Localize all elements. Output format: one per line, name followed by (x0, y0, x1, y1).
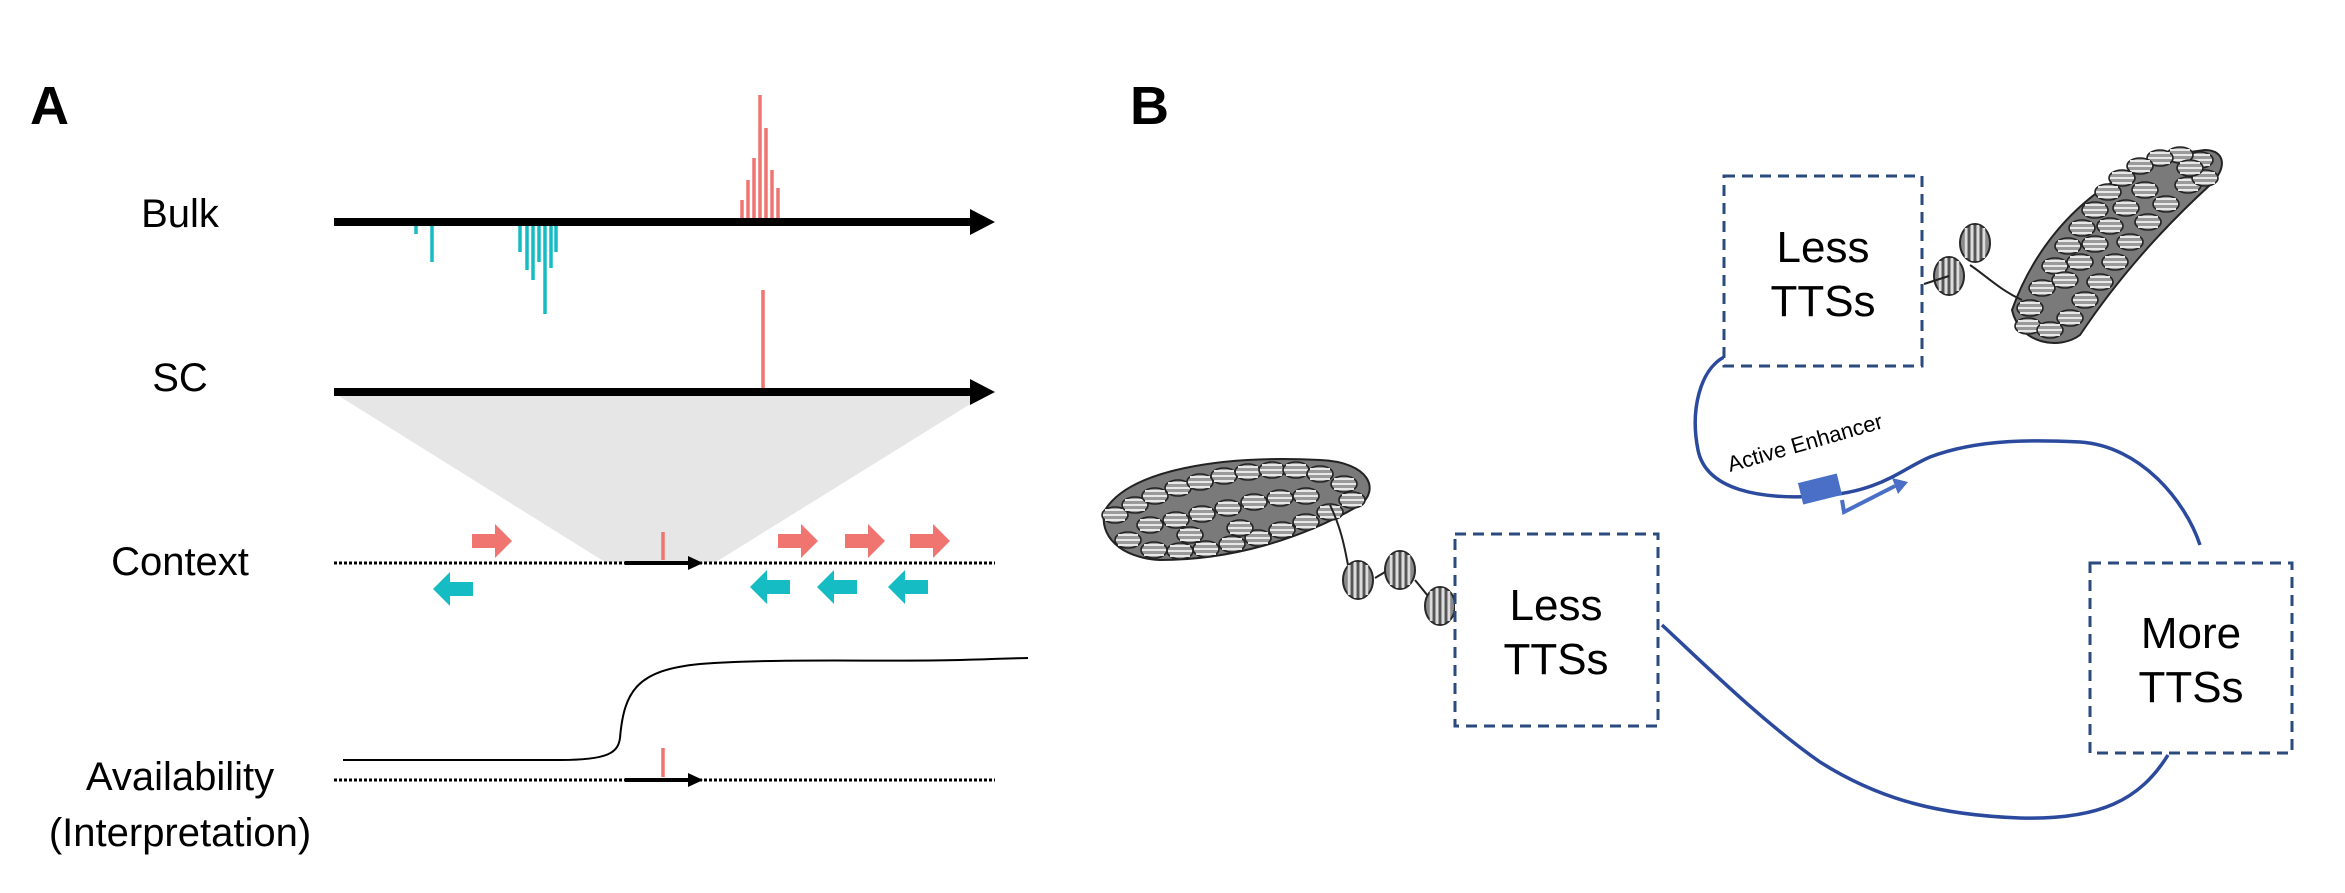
tts-box-top: Less TTSs (1722, 174, 1924, 368)
availability-track (334, 773, 995, 787)
bulk-minus-peaks (414, 226, 558, 314)
chromatin-cluster-top (1923, 146, 2223, 344)
sc-track (334, 379, 995, 405)
tts-box-right-line2: TTSs (2138, 663, 2243, 712)
active-enhancer (1797, 473, 1908, 516)
enhancer-label: Active Enhancer (1724, 409, 1885, 477)
context-track (334, 556, 995, 570)
tts-box-mid-line2: TTSs (1503, 635, 1608, 684)
panel-a-letter: A (30, 76, 69, 136)
row-label-availability: Availability (86, 755, 274, 799)
chromatin-fiber-lower (1660, 623, 2170, 820)
chromatin-cluster-left (1101, 458, 1462, 627)
context-minus-arrows (433, 570, 928, 606)
context-plus-arrows (472, 524, 950, 558)
plus-arrow (845, 524, 885, 558)
tts-box-top-line1: Less (1777, 223, 1870, 272)
plus-arrow (910, 524, 950, 558)
zoom-cone (334, 393, 988, 562)
chromatin-fiber (1693, 355, 2202, 546)
plus-arrow (472, 524, 512, 558)
minus-arrow (433, 572, 473, 606)
bulk-plus-peaks (740, 95, 780, 218)
minus-arrow (817, 570, 857, 604)
tts-box-right-line1: More (2141, 609, 2241, 658)
panel-b-letter: B (1130, 76, 1169, 136)
row-label-interpretation: (Interpretation) (49, 811, 311, 855)
tts-box-mid-line1: Less (1510, 581, 1603, 630)
tts-box-top-line2: TTSs (1770, 277, 1875, 326)
minus-arrow (888, 570, 928, 604)
row-label-sc: SC (152, 356, 208, 400)
tts-box-right: More TTSs (2088, 561, 2294, 755)
bulk-track (334, 209, 995, 235)
minus-arrow (750, 570, 790, 604)
tts-box-mid: Less TTSs (1453, 532, 1660, 728)
row-label-context: Context (111, 540, 249, 584)
row-label-bulk: Bulk (141, 192, 220, 236)
plus-arrow (778, 524, 818, 558)
availability-curve (343, 657, 1029, 761)
